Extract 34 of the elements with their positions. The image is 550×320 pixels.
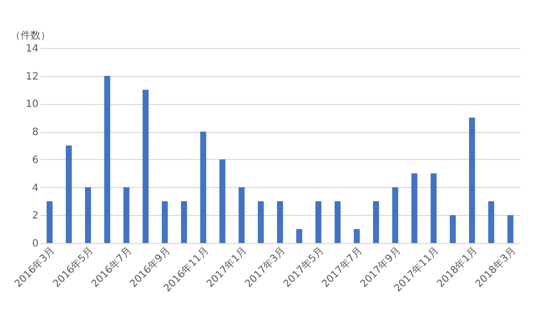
bar (334, 201, 341, 243)
y-tick-label: 10 (26, 99, 38, 110)
bar (123, 187, 130, 243)
y-tick-label: 12 (26, 71, 38, 82)
bar (411, 173, 418, 243)
bar (430, 173, 437, 243)
bar (277, 201, 283, 243)
bar (66, 146, 72, 243)
bar (373, 201, 379, 243)
y-tick-label: 0 (32, 238, 38, 250)
y-tick-label: 2 (32, 210, 38, 222)
bar (219, 159, 226, 243)
y-tick-label: 8 (32, 127, 38, 138)
y-axis-title: （件数） (10, 30, 50, 42)
bar (104, 76, 110, 243)
bar (488, 201, 494, 243)
bar (258, 201, 264, 243)
bar (238, 187, 245, 243)
bar (507, 215, 514, 243)
bar (392, 187, 398, 243)
bar (85, 187, 91, 243)
y-tick-label: 14 (26, 44, 38, 54)
y-tick-label: 6 (32, 154, 38, 166)
bar (181, 201, 187, 243)
bar (469, 118, 475, 243)
bar (200, 132, 206, 243)
bar (46, 201, 53, 243)
bar (354, 229, 360, 243)
bar (142, 90, 149, 243)
bar (450, 215, 456, 243)
y-tick-label: 4 (32, 182, 38, 194)
bar (162, 201, 168, 243)
bar (296, 229, 302, 243)
bar (315, 201, 322, 243)
